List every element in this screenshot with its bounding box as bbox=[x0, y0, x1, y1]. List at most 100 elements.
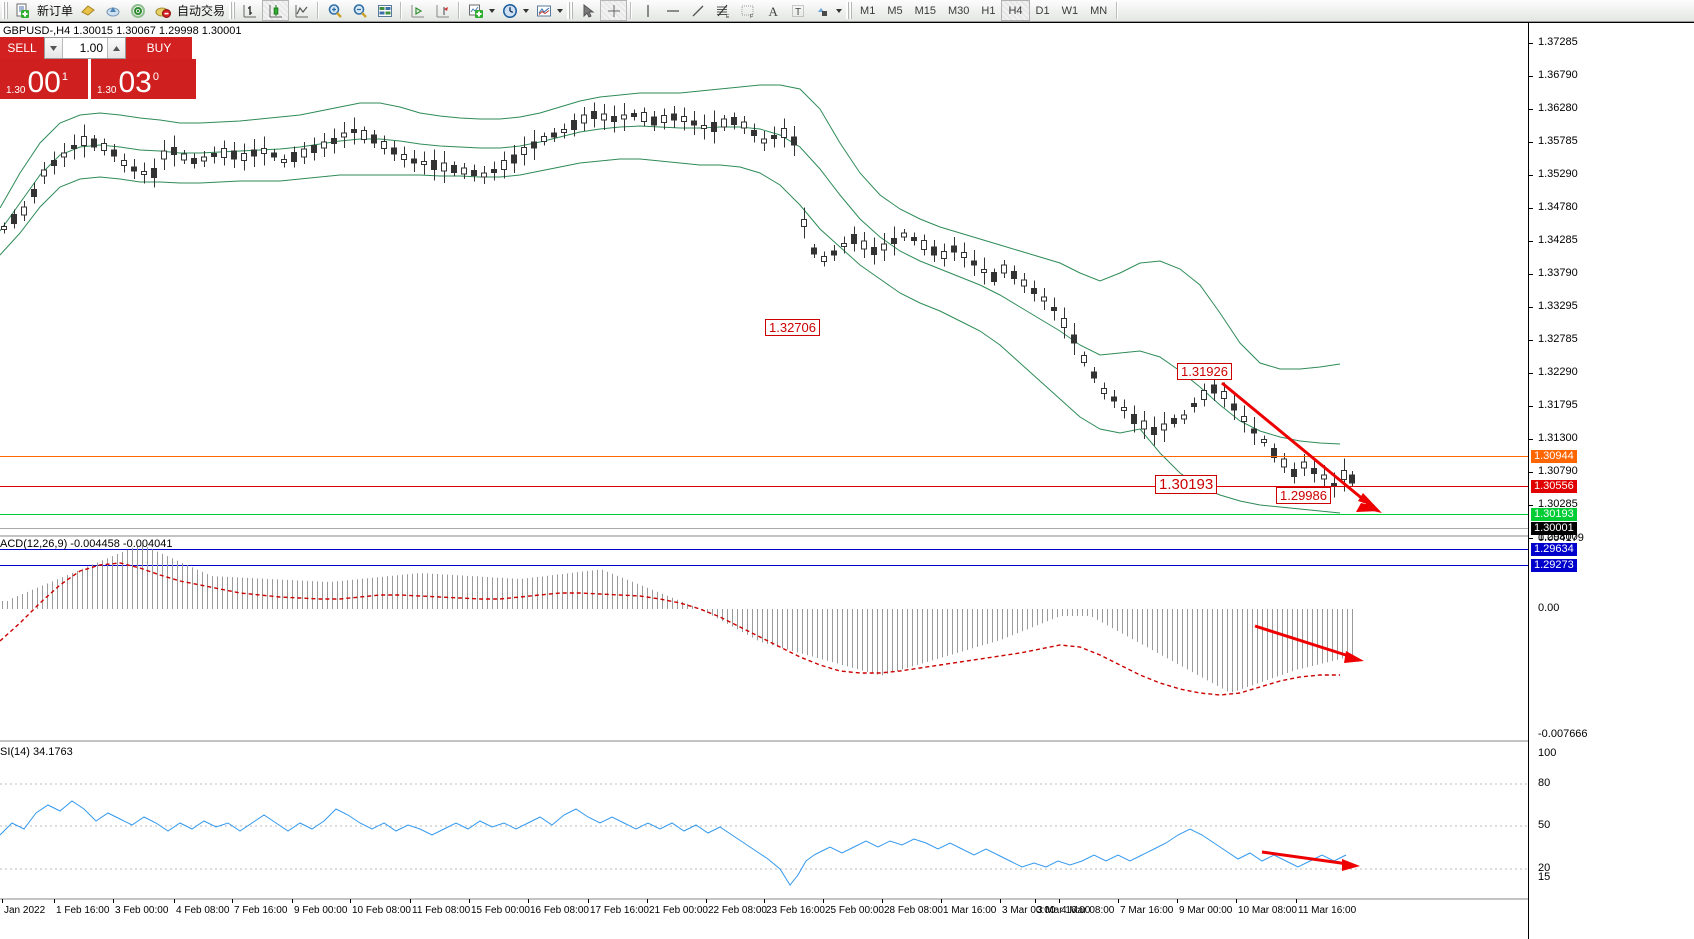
new-order-label[interactable]: 新订单 bbox=[37, 4, 74, 18]
candle-body bbox=[611, 116, 617, 122]
macd-indicator-label: ACD(12,26,9) -0.004458 -0.004041 bbox=[0, 538, 173, 550]
crosshair-icon[interactable] bbox=[600, 0, 628, 21]
price-axis-label: 1.33790 bbox=[1538, 267, 1578, 279]
candlestick-series bbox=[1, 102, 1355, 498]
candle-body bbox=[321, 141, 327, 149]
price-annotation-high[interactable]: 1.32706 bbox=[765, 319, 820, 336]
new-order-icon[interactable] bbox=[10, 1, 35, 20]
price-axis-label: 1.37285 bbox=[1538, 36, 1578, 48]
auto-trading-label[interactable]: 自动交易 bbox=[177, 4, 226, 18]
auto-scroll-icon[interactable] bbox=[430, 1, 455, 20]
candle-body bbox=[1011, 271, 1017, 279]
bid-price-tag[interactable]: 1.30001 bbox=[1531, 522, 1577, 535]
one-click-trading-panel[interactable]: SELL 1.00 BUY 1.30 00 1 bbox=[0, 37, 196, 112]
main-toolbar: 新订单 自动交易 bbox=[0, 0, 1694, 22]
bar-chart-icon[interactable] bbox=[237, 1, 262, 20]
volume-stepper[interactable]: 1.00 bbox=[44, 37, 126, 59]
add-indicator-chevron-down-icon[interactable] bbox=[489, 8, 496, 13]
timeframe-m15[interactable]: M15 bbox=[914, 4, 936, 17]
volume-value[interactable]: 1.00 bbox=[79, 41, 103, 55]
timeframe-h1[interactable]: H1 bbox=[981, 4, 996, 17]
cloud-sync-icon[interactable] bbox=[100, 1, 125, 20]
time-axis-label: 21 Feb 00:00 bbox=[649, 905, 708, 916]
timeframe-m1[interactable]: M1 bbox=[860, 4, 876, 17]
candlestick-chart-icon[interactable] bbox=[262, 0, 290, 21]
auto-trade-icon[interactable] bbox=[150, 1, 175, 20]
price-axis-label: 1.31300 bbox=[1538, 432, 1578, 444]
cursor-icon[interactable] bbox=[575, 1, 600, 20]
bollinger-lower-band bbox=[0, 158, 1341, 514]
time-axis-tick bbox=[113, 899, 114, 903]
timeframe-m5[interactable]: M5 bbox=[887, 4, 903, 17]
toolbar-grip[interactable] bbox=[2, 2, 8, 19]
volume-down-icon[interactable] bbox=[45, 38, 63, 58]
pointer-hand-icon[interactable] bbox=[75, 1, 100, 20]
horizontal-line-icon[interactable] bbox=[660, 1, 685, 20]
price-axis-tick bbox=[1529, 241, 1533, 242]
period-chevron-down-icon[interactable] bbox=[523, 8, 530, 13]
red-level-tag[interactable]: 1.30556 bbox=[1531, 480, 1577, 493]
zoom-in-icon[interactable] bbox=[322, 1, 347, 20]
candle-body bbox=[881, 243, 887, 251]
line-chart-icon[interactable] bbox=[289, 1, 314, 20]
price-annotation-low[interactable]: 1.29986 bbox=[1276, 487, 1331, 504]
candle-body bbox=[661, 115, 667, 123]
buy-price-block[interactable]: 1.30 03 0 bbox=[91, 59, 196, 99]
macd-panel bbox=[0, 544, 1364, 696]
candle-body bbox=[621, 114, 627, 120]
zoom-out-icon[interactable] bbox=[347, 1, 372, 20]
time-axis-label: 10 Feb 08:00 bbox=[352, 905, 411, 916]
toolbar-grip-4[interactable] bbox=[846, 2, 853, 19]
candle-body bbox=[731, 117, 737, 125]
time-axis-tick bbox=[647, 899, 648, 903]
candle-body bbox=[1081, 355, 1087, 363]
chart-plot-area[interactable]: GBPUSD-,H4 1.30015 1.30067 1.29998 1.300… bbox=[0, 23, 1528, 939]
price-annotation-support[interactable]: 1.30193 bbox=[1155, 475, 1218, 494]
toolbar-grip-3[interactable] bbox=[567, 2, 574, 19]
timeframe-w1[interactable]: W1 bbox=[1061, 4, 1079, 17]
one-click-price-row: 1.30 00 1 1.30 03 0 bbox=[0, 59, 196, 99]
timeframe-d1[interactable]: D1 bbox=[1035, 4, 1050, 17]
candle-body bbox=[491, 169, 497, 173]
blue-level-tag[interactable]: 1.29634 bbox=[1531, 543, 1577, 556]
period-icon[interactable] bbox=[497, 1, 522, 20]
text-label-icon[interactable]: A bbox=[760, 1, 785, 20]
signal-icon[interactable] bbox=[125, 1, 150, 20]
blue-level-tag-2[interactable]: 1.29273 bbox=[1531, 559, 1577, 572]
chart-window[interactable]: GBPUSD-,H4 1.30015 1.30067 1.29998 1.300… bbox=[0, 22, 1694, 939]
channel-icon[interactable]: F bbox=[735, 1, 760, 20]
time-axis-label: 11 Feb 08:00 bbox=[412, 905, 471, 916]
candle-body bbox=[771, 135, 777, 139]
data-window-icon[interactable] bbox=[372, 1, 397, 20]
shapes-chevron-down-icon[interactable] bbox=[836, 8, 843, 13]
sell-price-block[interactable]: 1.30 00 1 bbox=[0, 59, 88, 99]
templates-chevron-down-icon[interactable] bbox=[557, 8, 564, 13]
candle-body bbox=[831, 250, 837, 256]
price-annotation-mid[interactable]: 1.31926 bbox=[1177, 363, 1232, 380]
price-chart-svg bbox=[0, 84, 1528, 900]
text-box-icon[interactable]: T bbox=[785, 1, 810, 20]
candle-body bbox=[251, 149, 257, 157]
vertical-line-icon[interactable] bbox=[635, 1, 660, 20]
shapes-icon[interactable] bbox=[810, 1, 835, 20]
chart-shift-icon[interactable] bbox=[405, 1, 430, 20]
orange-level-tag[interactable]: 1.30944 bbox=[1531, 450, 1577, 463]
timeframe-h4[interactable]: H4 bbox=[1001, 0, 1030, 21]
timeframe-m30[interactable]: M30 bbox=[948, 4, 970, 17]
timeframe-mn[interactable]: MN bbox=[1090, 4, 1108, 17]
candle-body bbox=[991, 272, 997, 282]
green-level-tag[interactable]: 1.30193 bbox=[1531, 508, 1577, 521]
time-axis-label: 25 Feb 00:00 bbox=[825, 905, 884, 916]
buy-button[interactable]: BUY bbox=[126, 37, 192, 59]
candle-body bbox=[211, 153, 217, 157]
fibonacci-icon[interactable]: E bbox=[710, 1, 735, 20]
candle-body bbox=[331, 138, 337, 144]
templates-icon[interactable] bbox=[531, 1, 556, 20]
sell-button[interactable]: SELL bbox=[0, 37, 44, 59]
price-axis[interactable]: 1.37285 1.36790 1.36280 1.35785 1.35290 1.347… bbox=[1528, 23, 1694, 939]
candle-body bbox=[311, 145, 317, 153]
add-indicator-icon[interactable] bbox=[463, 1, 488, 20]
volume-up-icon[interactable] bbox=[107, 38, 125, 58]
toolbar-grip-2[interactable] bbox=[229, 2, 236, 19]
trendline-icon[interactable] bbox=[685, 1, 710, 20]
